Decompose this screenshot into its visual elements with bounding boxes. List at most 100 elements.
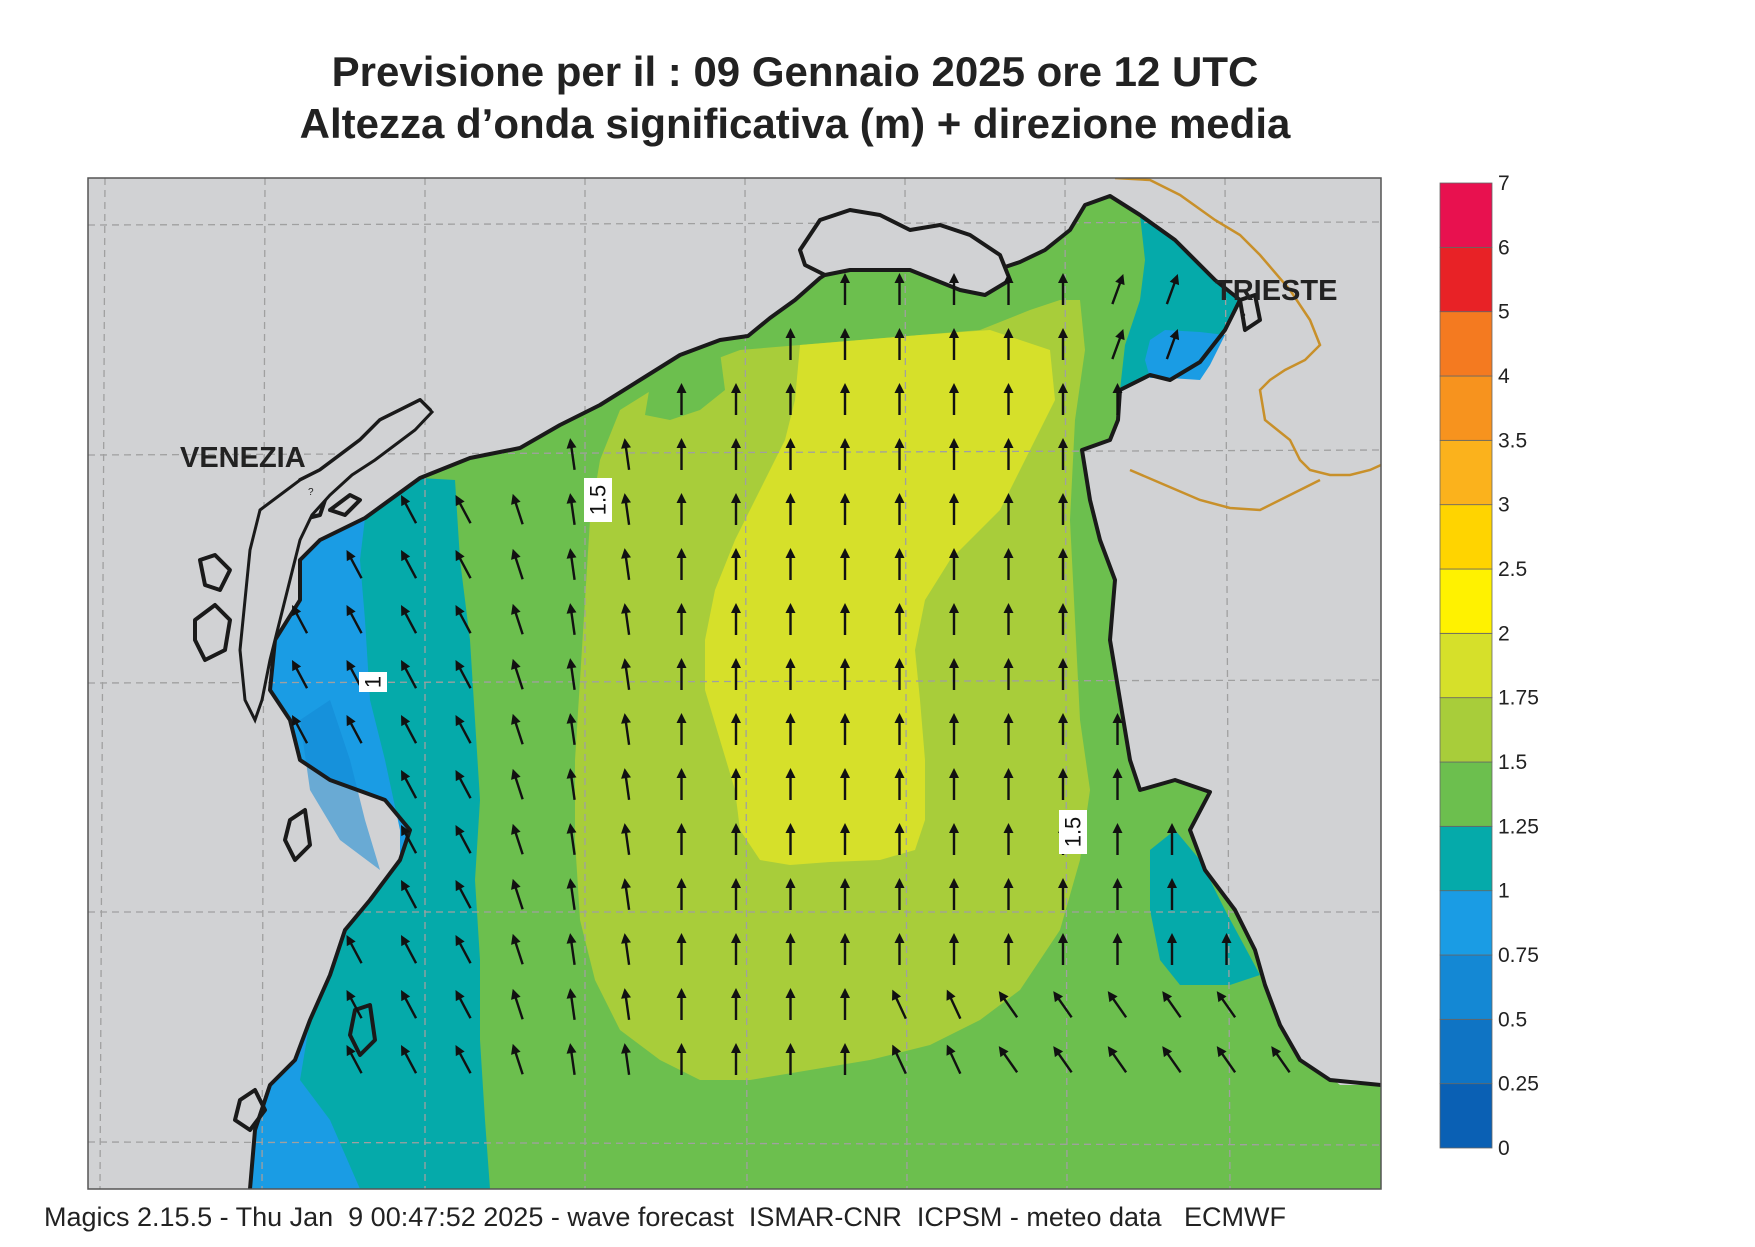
direction-arrow bbox=[511, 603, 524, 635]
direction-arrow bbox=[1003, 383, 1014, 415]
direction-arrow bbox=[1003, 878, 1014, 910]
direction-arrow bbox=[1162, 1046, 1182, 1073]
direction-arrow bbox=[455, 989, 472, 1019]
direction-arrow bbox=[346, 714, 363, 744]
direction-arrow bbox=[894, 383, 905, 415]
map-subtitle: Altezza d’onda significativa (m) + direz… bbox=[299, 100, 1291, 147]
direction-arrow bbox=[949, 878, 959, 910]
direction-arrow bbox=[949, 273, 959, 305]
colorbar-tick-label: 2 bbox=[1498, 622, 1510, 645]
venezia-marker: ? bbox=[308, 487, 314, 498]
direction-arrow bbox=[566, 823, 577, 856]
direction-arrow bbox=[401, 1044, 418, 1074]
direction-arrow bbox=[785, 713, 796, 745]
colorbar-swatch bbox=[1439, 697, 1493, 763]
direction-arrow bbox=[840, 768, 850, 800]
direction-arrow bbox=[840, 438, 850, 470]
direction-arrow bbox=[455, 769, 472, 799]
direction-arrow bbox=[840, 603, 850, 635]
direction-arrow bbox=[731, 658, 741, 690]
direction-arrow bbox=[566, 878, 577, 911]
direction-arrow bbox=[566, 548, 577, 581]
direction-arrow bbox=[511, 713, 524, 745]
trieste-marker: ? bbox=[1240, 312, 1246, 323]
colorbar-tick-label: 1.75 bbox=[1498, 687, 1539, 710]
direction-arrow bbox=[949, 823, 959, 855]
direction-arrow bbox=[621, 878, 631, 911]
direction-arrow bbox=[621, 768, 631, 801]
direction-arrow bbox=[949, 933, 959, 965]
direction-arrow bbox=[676, 603, 687, 635]
direction-arrow bbox=[676, 383, 687, 415]
colorbar-tick-label: 4 bbox=[1498, 365, 1510, 388]
direction-arrow bbox=[346, 934, 363, 964]
direction-arrow bbox=[566, 1043, 577, 1076]
direction-arrow bbox=[346, 1044, 363, 1074]
direction-arrow bbox=[840, 878, 850, 910]
direction-arrow bbox=[1058, 383, 1068, 415]
direction-arrow bbox=[1112, 933, 1123, 965]
direction-arrow bbox=[1167, 933, 1177, 965]
direction-arrow bbox=[998, 1046, 1019, 1073]
footer-credits: Magics 2.15.5 - Thu Jan 9 00:47:52 2025 … bbox=[44, 1202, 1286, 1232]
direction-arrow bbox=[949, 328, 959, 360]
colorbar-tick-label: 5 bbox=[1498, 301, 1510, 324]
direction-arrow bbox=[1111, 329, 1125, 360]
direction-arrow bbox=[676, 658, 687, 690]
direction-arrow bbox=[894, 658, 905, 690]
direction-arrow bbox=[401, 769, 418, 799]
direction-arrow bbox=[1221, 933, 1232, 965]
direction-arrow bbox=[731, 493, 741, 525]
direction-arrow bbox=[949, 548, 959, 580]
direction-arrow bbox=[566, 603, 577, 636]
border-line bbox=[1114, 178, 1381, 512]
direction-arrow bbox=[1058, 768, 1068, 800]
direction-arrow bbox=[676, 768, 687, 800]
direction-arrow bbox=[455, 714, 472, 744]
direction-arrow bbox=[401, 549, 418, 579]
colorbar-tick-label: 3 bbox=[1498, 494, 1510, 517]
direction-arrow bbox=[731, 988, 741, 1020]
direction-arrow bbox=[621, 438, 631, 471]
direction-arrow bbox=[1112, 823, 1123, 855]
direction-arrow bbox=[401, 659, 418, 689]
direction-arrow bbox=[840, 493, 850, 525]
wave-direction-arrows bbox=[292, 273, 1291, 1076]
direction-arrow bbox=[566, 713, 577, 746]
direction-arrow bbox=[840, 383, 850, 415]
direction-arrow bbox=[731, 548, 741, 580]
direction-arrow bbox=[785, 383, 796, 415]
place-label-venezia: VENEZIA bbox=[180, 442, 306, 474]
direction-arrow bbox=[346, 549, 363, 579]
direction-arrow bbox=[511, 988, 524, 1020]
direction-arrow bbox=[894, 768, 905, 800]
direction-arrow bbox=[785, 658, 796, 690]
direction-arrow bbox=[1003, 658, 1014, 690]
direction-arrow bbox=[1003, 438, 1014, 470]
direction-arrow bbox=[949, 493, 959, 525]
contour-label-1-west: 1 bbox=[361, 676, 386, 688]
direction-arrow bbox=[676, 548, 687, 580]
direction-arrow bbox=[840, 823, 850, 855]
colorbar: 0 0.25 0.5 0.75 1 1.25 1.5 1.75 2 2.5 3 3.5 4 5 6 7 bbox=[1439, 172, 1539, 1160]
direction-arrow bbox=[511, 768, 524, 800]
direction-arrow bbox=[785, 933, 796, 965]
direction-arrow bbox=[511, 933, 524, 965]
direction-arrow bbox=[455, 659, 472, 689]
direction-arrow bbox=[621, 658, 631, 691]
direction-arrow bbox=[840, 988, 850, 1020]
direction-arrow bbox=[566, 988, 577, 1021]
direction-arrow bbox=[676, 438, 687, 470]
colorbar-swatch bbox=[1439, 246, 1493, 313]
direction-arrow bbox=[998, 991, 1019, 1018]
direction-arrow bbox=[621, 988, 631, 1021]
direction-arrow bbox=[894, 878, 905, 910]
direction-arrow bbox=[894, 823, 905, 855]
direction-arrow bbox=[785, 548, 796, 580]
direction-arrow bbox=[621, 713, 631, 746]
colorbar-swatch bbox=[1439, 311, 1493, 377]
direction-arrow bbox=[1162, 991, 1182, 1018]
sea-band-teal-east bbox=[1150, 830, 1260, 985]
direction-arrow bbox=[949, 383, 959, 415]
direction-arrow bbox=[1003, 823, 1014, 855]
